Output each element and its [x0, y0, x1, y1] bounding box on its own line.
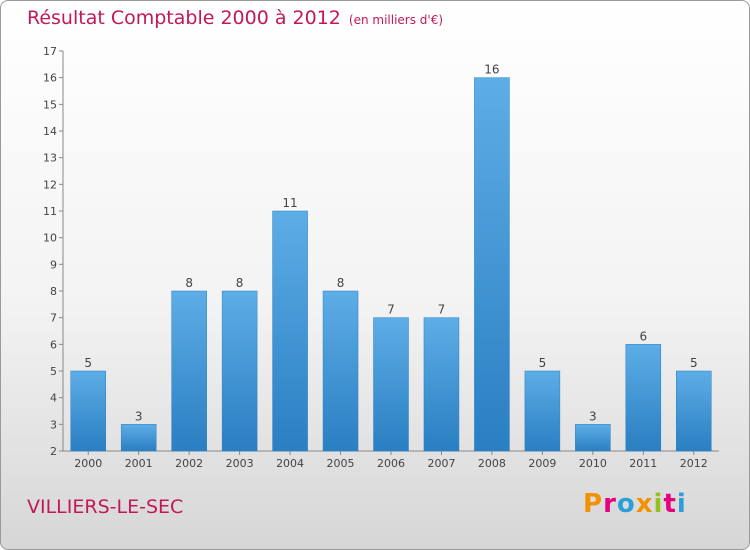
bar-value-label: 7 — [438, 303, 446, 317]
y-tick-label: 13 — [43, 152, 57, 165]
bar-value-label: 8 — [236, 276, 244, 290]
logo-letter: t — [663, 489, 677, 519]
bar — [272, 210, 308, 452]
x-tick-label: 2012 — [680, 457, 708, 470]
town-name: VILLIERS-LE-SEC — [27, 496, 184, 518]
bar — [625, 344, 662, 452]
chart-unit: (en milliers d'€) — [348, 13, 444, 27]
bar — [524, 370, 561, 452]
x-tick-label: 2008 — [478, 457, 506, 470]
y-tick-label: 6 — [50, 338, 57, 351]
x-tick-label: 2006 — [377, 457, 405, 470]
x-tick-label: 2011 — [629, 457, 657, 470]
x-tick-label: 2003 — [226, 457, 254, 470]
proxiti-logo[interactable]: Proxiti — [583, 489, 687, 519]
bar-value-label: 5 — [539, 356, 547, 370]
x-tick-label: 2010 — [579, 457, 607, 470]
bar — [322, 290, 359, 452]
y-tick-label: 2 — [50, 445, 57, 458]
y-tick-label: 9 — [50, 258, 57, 271]
x-tick-label: 2002 — [175, 457, 203, 470]
y-tick-label: 7 — [50, 312, 57, 325]
bar — [676, 370, 712, 452]
y-tick-label: 17 — [43, 45, 57, 58]
bar — [423, 317, 460, 452]
logo-letter: i — [676, 489, 687, 519]
bar-value-label: 16 — [484, 63, 499, 77]
y-tick-label: 14 — [43, 125, 57, 138]
bar-value-label: 7 — [387, 303, 395, 317]
y-tick-label: 15 — [43, 98, 57, 111]
x-tick-label: 2001 — [125, 457, 153, 470]
y-tick-label: 12 — [43, 178, 57, 191]
bar — [171, 290, 207, 452]
bar — [474, 77, 510, 452]
bar-value-label: 8 — [337, 276, 345, 290]
logo-letter: o — [616, 489, 636, 519]
bar-value-label: 3 — [135, 409, 143, 423]
bar-value-label: 6 — [639, 329, 647, 343]
bar — [221, 290, 258, 452]
bar-value-label: 11 — [282, 196, 297, 210]
bar-value-label: 5 — [690, 356, 698, 370]
chart-title-text: Résultat Comptable 2000 à 2012 — [27, 7, 341, 29]
x-tick-label: 2004 — [276, 457, 304, 470]
chart-title: Résultat Comptable 2000 à 2012 (en millie… — [27, 7, 443, 29]
y-tick-label: 5 — [50, 365, 57, 378]
y-tick-label: 16 — [43, 72, 57, 85]
bar — [373, 317, 409, 452]
bar-value-label: 3 — [589, 409, 597, 423]
y-tick-label: 10 — [43, 232, 57, 245]
y-tick-label: 11 — [43, 205, 57, 218]
y-tick-label: 4 — [50, 392, 57, 405]
x-tick-label: 2009 — [528, 457, 556, 470]
logo-letter: x — [635, 489, 654, 519]
x-tick-label: 2005 — [327, 457, 355, 470]
logo-letter: P — [583, 489, 604, 519]
logo-letter: i — [653, 489, 664, 519]
bar-value-label: 8 — [185, 276, 193, 290]
bar — [575, 424, 611, 452]
bar — [70, 370, 106, 452]
y-tick-label: 3 — [50, 418, 57, 431]
y-tick-label: 8 — [50, 285, 57, 298]
bar — [120, 424, 157, 452]
x-tick-label: 2007 — [427, 457, 455, 470]
bar-value-label: 5 — [84, 356, 92, 370]
x-tick-label: 2000 — [74, 457, 102, 470]
logo-letter: r — [603, 489, 617, 519]
chart-bars: 5 3 8 8 11 8 7 7 16 5 3 6 5 — [70, 63, 712, 452]
